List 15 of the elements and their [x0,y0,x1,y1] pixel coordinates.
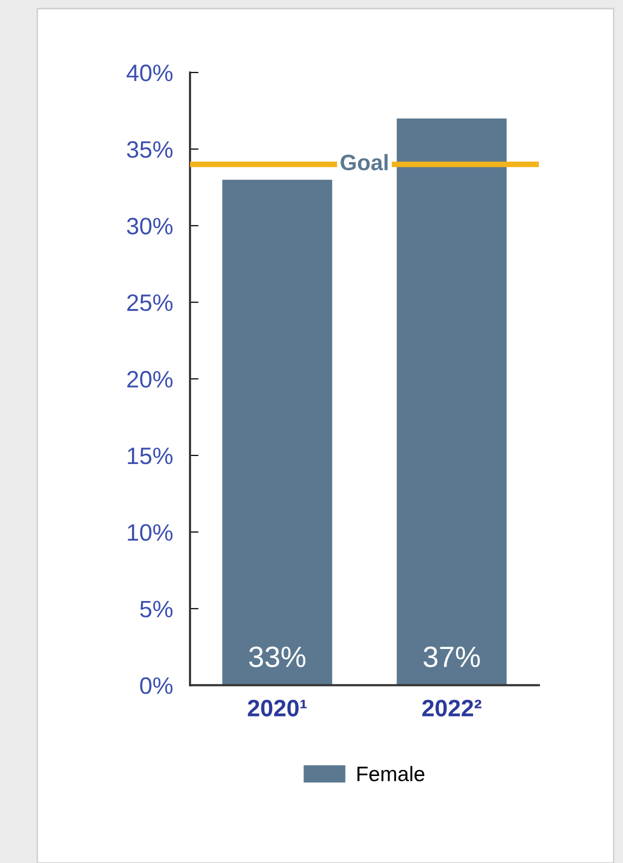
x-tick-label: 2022² [422,700,482,716]
ref-line-label: Goal [340,154,388,170]
x-tick-label: 2020¹ [248,700,307,716]
y-tick-label: 5% [140,600,173,618]
y-tick-label: 10% [128,524,173,541]
text: 37% [424,646,480,668]
y-tick-label: 40% [126,64,173,82]
y-tick-label: 20% [127,370,173,388]
y-tick-label: 25% [127,294,173,312]
y-tick-label: 0% [140,677,173,694]
y-tick-label: 35% [126,141,173,158]
y-tick-label: 15% [128,448,173,464]
legend-label: Female [357,766,424,782]
y-tick-label: 30% [126,218,173,234]
text: 33% [249,646,306,668]
